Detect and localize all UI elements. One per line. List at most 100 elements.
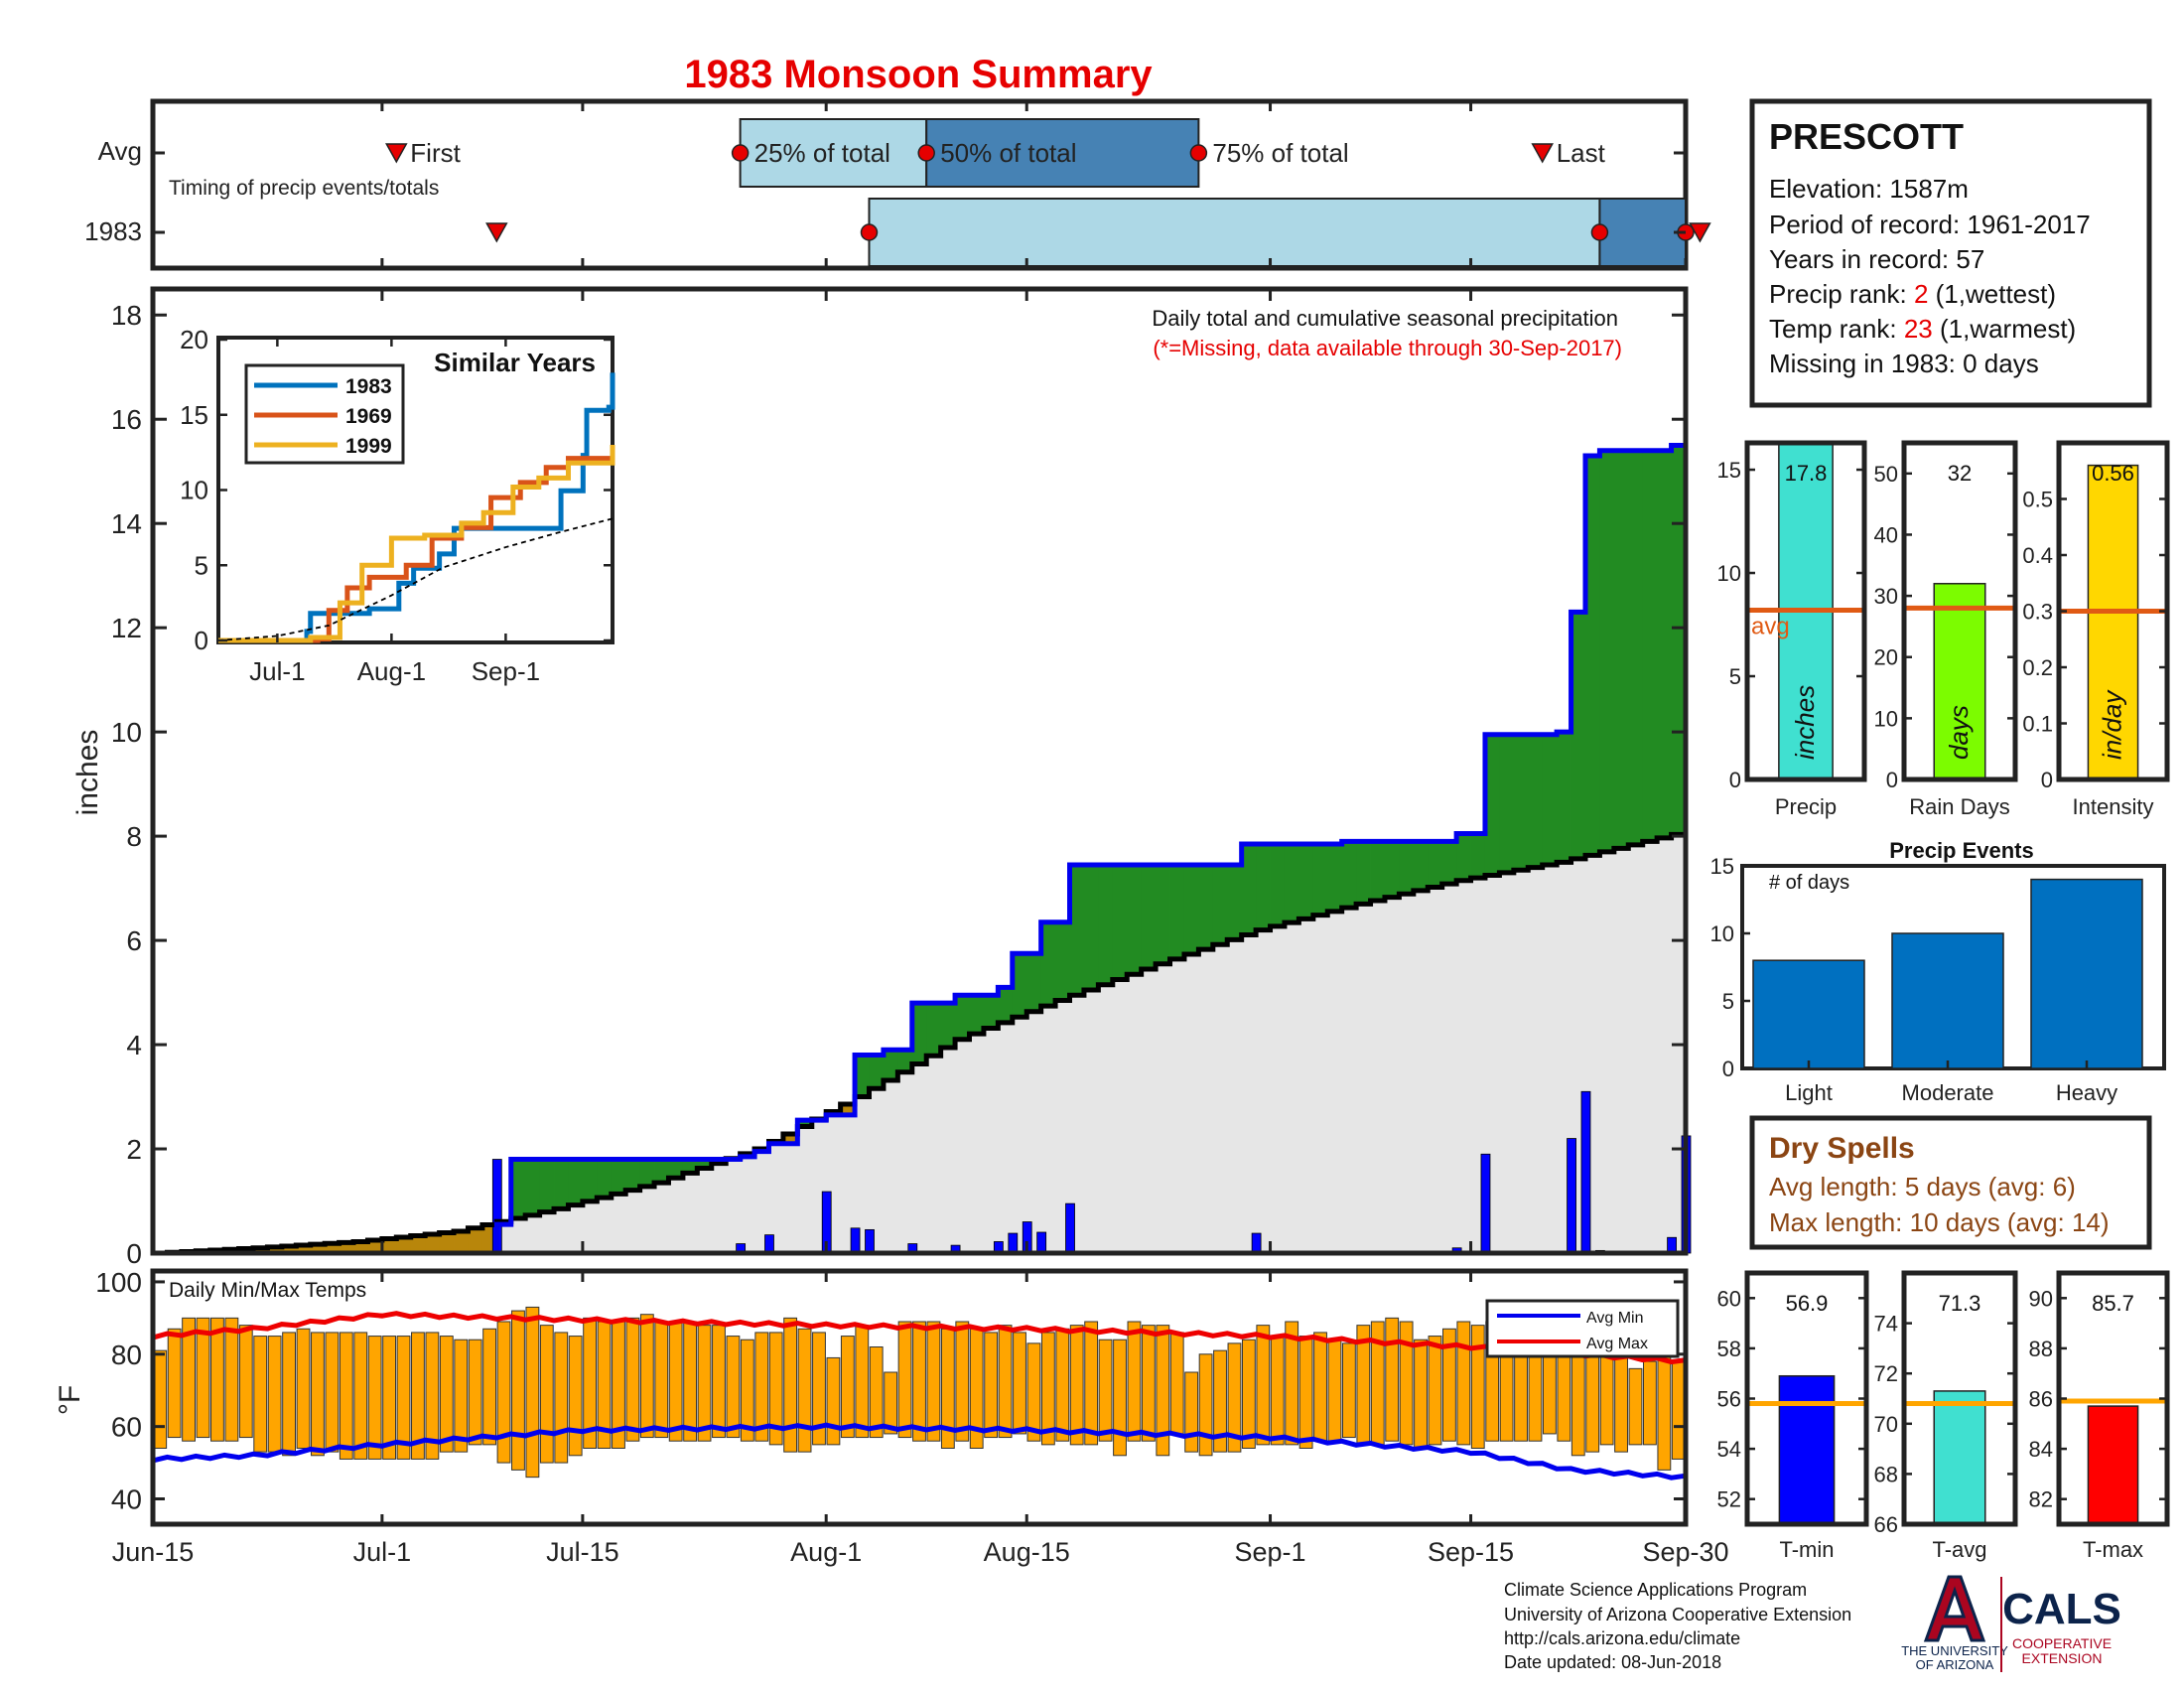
event-category-label: Heavy <box>2056 1080 2117 1105</box>
mini-y-tick-label: 72 <box>1874 1361 1898 1386</box>
surplus-area <box>1470 833 1486 879</box>
x-tick-label: Aug-15 <box>984 1537 1070 1567</box>
surplus-area <box>1169 864 1185 959</box>
surplus-area <box>797 1120 813 1127</box>
temp-range-bar <box>496 1321 511 1464</box>
temp-range-bar <box>1270 1336 1285 1446</box>
temp-range-bar <box>325 1332 340 1453</box>
temp-range-bar <box>224 1317 239 1442</box>
daily-precip-bar <box>1580 1090 1591 1254</box>
temps-frame <box>150 1268 1689 1527</box>
avg-cumulative-area <box>153 834 1686 1253</box>
mini-y-tick-label: 52 <box>1717 1487 1741 1512</box>
timing-panel: Avg 1983 Timing of precip events/totals … <box>84 98 1711 271</box>
mini-y-tick-label: 40 <box>1874 522 1898 547</box>
temp-range-bar <box>1657 1353 1672 1471</box>
temp-range-bar <box>926 1321 941 1442</box>
main-frame <box>150 286 1689 1256</box>
precip-rank-prefix: Precip rank: <box>1769 279 1914 309</box>
main-precip-panel: 0 2 4 6 8 10 12 14 16 18 inches Daily total and c… <box>71 286 1692 1269</box>
temp-range-bar <box>826 1356 841 1446</box>
surplus-area <box>1156 864 1170 964</box>
precip-rank-value: 2 <box>1914 279 1928 309</box>
avg-q25-marker <box>731 144 750 162</box>
temp-range-bar <box>367 1336 382 1460</box>
avg-q75-marker <box>1189 144 1208 162</box>
temp-range-bar <box>1113 1339 1127 1457</box>
x-tick-label: Jul-15 <box>546 1537 619 1567</box>
avg-q50-q75-box <box>925 118 1200 188</box>
temp-bars <box>153 1306 1686 1479</box>
main-y-tick-label: 0 <box>126 1238 142 1269</box>
temp-range-bar <box>1241 1339 1256 1449</box>
events-y-tick-label: 10 <box>1710 921 1734 946</box>
deficit-area <box>840 1104 856 1115</box>
mini-category-label: Rain Days <box>1909 794 2009 819</box>
temp-range-bar <box>1285 1321 1299 1446</box>
surplus-area <box>1083 864 1099 990</box>
surplus-area <box>955 995 970 1040</box>
surplus-area <box>1557 732 1571 863</box>
mini-y-tick-label: 74 <box>1874 1312 1898 1337</box>
deficit-area <box>253 1247 268 1253</box>
surplus-area <box>568 1159 584 1205</box>
surplus-area <box>682 1159 698 1174</box>
mini-category-label: T-min <box>1780 1537 1835 1562</box>
station-name: PRESCOTT <box>1769 116 1964 157</box>
surplus-area <box>926 1003 942 1057</box>
temp-range-bar <box>1428 1336 1442 1446</box>
temp-range-bar <box>1013 1332 1026 1435</box>
temps-ylabel: °F <box>54 1385 86 1415</box>
inset-series-line-1983 <box>218 372 615 643</box>
y1983-first-marker <box>485 222 508 243</box>
temp-range-bar <box>912 1321 926 1442</box>
daily-precip-bar <box>1251 1232 1262 1254</box>
station-years: Years in record: 57 <box>1769 244 1984 274</box>
surplus-area <box>1227 864 1243 940</box>
surplus-area <box>1212 864 1228 945</box>
surplus-area <box>1012 953 1027 1018</box>
temp-range-bar <box>1385 1317 1400 1442</box>
mini-y-tick-label: 84 <box>2029 1437 2053 1462</box>
temp-range-bar <box>182 1317 196 1442</box>
main-areas <box>153 445 1687 1253</box>
temp-range-bar <box>712 1325 726 1439</box>
temp-range-bar <box>1084 1321 1099 1446</box>
surplus-area <box>1312 843 1328 916</box>
surplus-area <box>1570 612 1586 859</box>
temp-range-bar <box>568 1336 583 1457</box>
avg-last-marker <box>1531 143 1554 164</box>
surplus-area <box>1528 734 1544 868</box>
temp-range-bar <box>1127 1321 1142 1442</box>
temp-range-bar <box>1227 1342 1242 1453</box>
mini-y-tick-label: 30 <box>1874 584 1898 609</box>
mini-value-bar <box>2087 464 2139 780</box>
inset-y-tick-label: 5 <box>195 550 208 580</box>
timing-row-1983-label: 1983 <box>84 216 142 246</box>
temp-range-bar <box>411 1332 425 1460</box>
mini-y-tick-label: 58 <box>1717 1337 1741 1361</box>
surplus-area <box>855 1055 870 1097</box>
temp-range-bar <box>654 1321 669 1439</box>
main-y-tick-label: 14 <box>111 508 142 539</box>
inset-series-line-1999 <box>218 445 615 643</box>
timing-row-avg-label: Avg <box>98 136 142 166</box>
surplus-area <box>597 1159 613 1199</box>
footer-line-1: Climate Science Applications Program <box>1504 1580 1807 1600</box>
avg-cumulative-line <box>153 831 1686 1256</box>
mini-y-tick-label: 0 <box>2041 768 2053 792</box>
timing-label-q25: 25% of total <box>754 138 890 168</box>
surplus-area <box>1198 864 1214 950</box>
temp-range-bar <box>840 1336 855 1439</box>
deficit-area <box>425 1233 440 1253</box>
legend-avg-max-label: Avg Max <box>1586 1336 1648 1352</box>
surplus-area <box>1484 734 1500 876</box>
event-bar-light <box>1752 959 1865 1069</box>
temp-range-bar <box>1643 1360 1657 1446</box>
cals-logo-word: CALS <box>2002 1585 2121 1633</box>
y1983-q50-q75-box <box>1598 198 1687 267</box>
mini-y-tick-label: 86 <box>2029 1387 2053 1412</box>
mini-value-label: 17.8 <box>1785 461 1828 486</box>
temp-range-bar <box>897 1321 912 1439</box>
